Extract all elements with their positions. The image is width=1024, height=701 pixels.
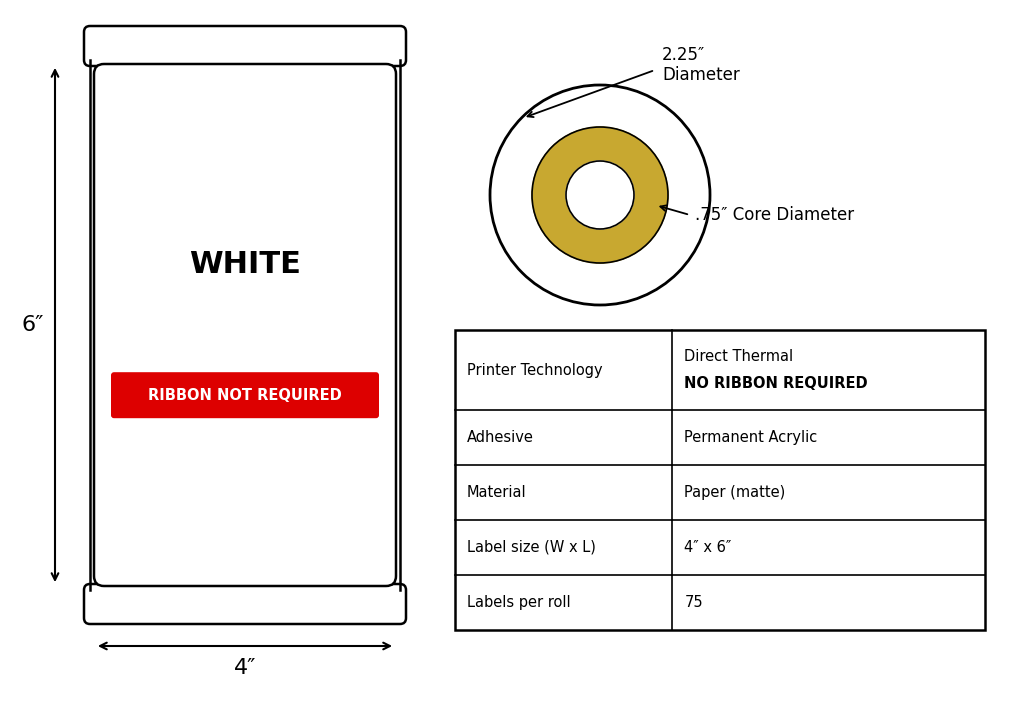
Text: Adhesive: Adhesive	[467, 430, 534, 445]
Text: RIBBON NOT REQUIRED: RIBBON NOT REQUIRED	[148, 388, 342, 402]
Text: 6″: 6″	[22, 315, 44, 335]
Text: Permanent Acrylic: Permanent Acrylic	[684, 430, 817, 445]
Bar	[455, 330, 985, 630]
Text: 4″: 4″	[233, 658, 256, 678]
FancyBboxPatch shape	[84, 584, 406, 624]
FancyBboxPatch shape	[94, 64, 396, 586]
Circle shape	[566, 161, 634, 229]
Text: 75: 75	[684, 595, 702, 610]
FancyBboxPatch shape	[111, 372, 379, 418]
Text: Printer Technology: Printer Technology	[467, 362, 603, 378]
Text: Label size (W x L): Label size (W x L)	[467, 540, 596, 555]
Text: WHITE: WHITE	[189, 250, 301, 279]
Text: Direct Thermal: Direct Thermal	[684, 349, 794, 364]
Text: 2.25″: 2.25″	[662, 46, 706, 64]
Text: Material: Material	[467, 485, 526, 500]
Text: Paper (matte): Paper (matte)	[684, 485, 785, 500]
Circle shape	[532, 127, 668, 263]
Text: .75″ Core Diameter: .75″ Core Diameter	[695, 206, 854, 224]
Text: Diameter: Diameter	[662, 66, 739, 84]
Text: Labels per roll: Labels per roll	[467, 595, 570, 610]
Text: 4″ x 6″: 4″ x 6″	[684, 540, 732, 555]
Text: NO RIBBON REQUIRED: NO RIBBON REQUIRED	[684, 376, 868, 391]
FancyBboxPatch shape	[84, 26, 406, 66]
